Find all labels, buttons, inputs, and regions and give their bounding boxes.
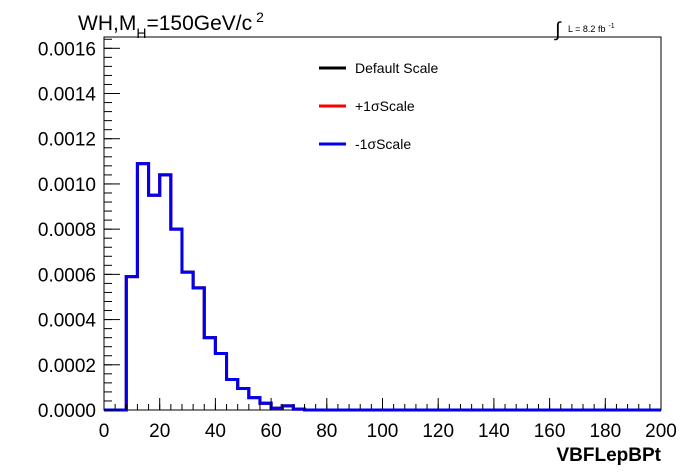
series-line-1: [104, 162, 661, 412]
y-tick-label: 0.0000: [38, 401, 96, 422]
x-tick-label: 100: [367, 421, 399, 442]
title-main: WH,M: [78, 12, 136, 35]
integral-symbol: ∫: [554, 19, 562, 41]
y-tick-label: 0.0016: [38, 39, 96, 60]
x-tick-label: 120: [422, 421, 454, 442]
series-layer: [104, 162, 661, 412]
x-tick-label: 80: [316, 421, 337, 442]
x-tick-label: 20: [149, 421, 170, 442]
x-tick-label: 0: [99, 421, 110, 442]
x-tick-label: 60: [261, 421, 282, 442]
title-superscript: 2: [256, 9, 264, 25]
title-rest: =150GeV/c: [146, 12, 252, 35]
luminosity-label: ∫ L = 8.2 fb -1: [554, 19, 615, 41]
y-tick-label: 0.0010: [38, 175, 96, 196]
luminosity-text: L = 8.2 fb -1: [568, 23, 615, 34]
plot-frame: [103, 36, 662, 411]
luminosity-value: L = 8.2 fb: [568, 24, 605, 34]
series-line-2: [104, 162, 661, 412]
y-tick-label: 0.0012: [38, 130, 96, 151]
y-tick-label: 0.0006: [38, 265, 96, 286]
luminosity-exponent: -1: [608, 23, 614, 30]
x-tick-label: 40: [205, 421, 226, 442]
y-tick-label: 0.0008: [38, 220, 96, 241]
chart-title: WH,MH=150GeV/c 2: [78, 9, 264, 41]
legend-label-0: Default Scale: [355, 60, 438, 76]
x-tick-label: 200: [645, 421, 677, 442]
legend: Default Scale +1σScale -1σScale: [319, 60, 438, 152]
x-tick-label: 140: [478, 421, 510, 442]
x-tick-label: 180: [589, 421, 621, 442]
title-subscript: H: [136, 25, 146, 41]
plot-frame-layer: [103, 36, 662, 411]
axis-layer: 0 20 40 60 80 100 120 140 160 180 200 0.0000 0.0002 0…: [38, 38, 677, 442]
legend-label-1: +1σScale: [355, 98, 415, 114]
y-tick-label: 0.0004: [38, 311, 97, 332]
y-tick-label: 0.0002: [38, 356, 96, 377]
y-tick-label: 0.0014: [38, 85, 97, 106]
series-line-0: [104, 162, 661, 412]
x-axis-label: VBFLepBPt: [557, 445, 662, 466]
x-tick-label: 160: [534, 421, 566, 442]
legend-label-2: -1σScale: [355, 136, 411, 152]
